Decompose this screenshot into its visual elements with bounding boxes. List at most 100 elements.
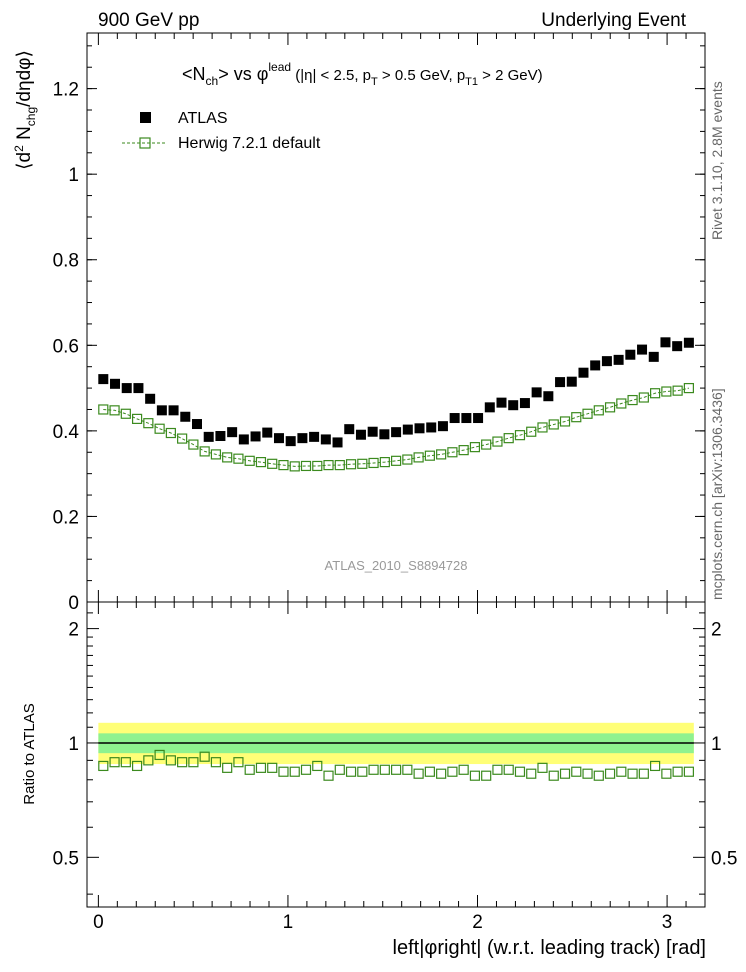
mc-point bbox=[289, 461, 300, 472]
ratio-y-tick-label-right: 1 bbox=[711, 734, 722, 755]
ratio-point bbox=[312, 760, 323, 772]
atlas-point bbox=[379, 429, 390, 440]
y-tick-label: 1.2 bbox=[53, 80, 79, 101]
atlas-point bbox=[262, 427, 273, 438]
atlas-point bbox=[473, 413, 484, 424]
mc-point bbox=[537, 422, 548, 433]
mc-point bbox=[526, 426, 537, 437]
ratio-point bbox=[267, 762, 278, 773]
mc-point bbox=[661, 386, 672, 397]
mc-point bbox=[503, 433, 514, 444]
title-T-sub: T bbox=[371, 76, 378, 88]
atlas-point bbox=[461, 413, 472, 424]
atlas-point bbox=[309, 431, 320, 442]
atlas-point bbox=[660, 337, 671, 348]
x-tick-label: 3 bbox=[662, 912, 673, 933]
ratio-point bbox=[402, 764, 413, 775]
mc-point bbox=[334, 459, 345, 471]
title-lead-sup: lead bbox=[268, 60, 291, 74]
atlas-point bbox=[496, 397, 507, 408]
mc-point bbox=[345, 459, 357, 470]
ratio-y-tick-label: 1 bbox=[68, 734, 79, 755]
atlas-point bbox=[683, 337, 694, 348]
ratio-point bbox=[379, 764, 390, 775]
title-cuts1: (|η| < 2.5, p bbox=[291, 67, 371, 84]
atlas-point bbox=[133, 383, 144, 394]
atlas-point bbox=[320, 434, 331, 445]
ratio-point bbox=[390, 764, 402, 775]
x-tick-label: 1 bbox=[283, 912, 294, 933]
mc-point bbox=[582, 408, 593, 419]
ratio-point bbox=[177, 757, 188, 768]
mc-point bbox=[98, 404, 109, 415]
atlas-point bbox=[672, 341, 683, 352]
title-T1-sub: T1 bbox=[465, 76, 478, 88]
legend-herwig-marker bbox=[139, 137, 151, 149]
ylabel-chg: chg bbox=[24, 107, 38, 126]
atlas-point bbox=[590, 360, 601, 371]
mc-point bbox=[604, 402, 616, 413]
ratio-point bbox=[548, 770, 559, 781]
atlas-point bbox=[227, 427, 238, 438]
atlas-point bbox=[156, 405, 167, 416]
atlas-point bbox=[648, 351, 659, 362]
mc-point bbox=[120, 408, 131, 419]
ratio-y-label: Ratio to ATLAS bbox=[21, 703, 38, 804]
atlas-point bbox=[215, 431, 226, 442]
ylabel-open: ⟨d bbox=[14, 152, 35, 170]
ratio-point bbox=[503, 764, 514, 775]
ratio-point bbox=[447, 766, 458, 777]
y-tick-label: 0.4 bbox=[53, 422, 80, 443]
atlas-point bbox=[238, 434, 249, 445]
ratio-point bbox=[638, 768, 649, 779]
mc-point bbox=[165, 427, 176, 439]
ratio-point bbox=[98, 760, 109, 772]
atlas-point bbox=[531, 387, 542, 398]
ratio-point bbox=[683, 766, 694, 777]
atlas-point bbox=[121, 383, 132, 394]
ratio-point bbox=[672, 766, 683, 777]
main-panel: 0 0.2 0.4 0.6 0.8 1 1.2 <Nch> vs φlead (|η| < … bbox=[12, 32, 706, 614]
mc-point bbox=[616, 398, 627, 409]
rivet-label: Rivet 3.1.10, 2.8M events bbox=[709, 81, 725, 240]
ratio-point bbox=[222, 762, 233, 773]
ratio-y-ticks: 0.5 0.5 1 1 2 2 bbox=[53, 612, 737, 895]
atlas-point bbox=[484, 402, 495, 413]
ratio-frame bbox=[86, 601, 706, 908]
mc-point bbox=[379, 457, 390, 468]
legend-atlas-marker bbox=[140, 112, 151, 123]
atlas-series bbox=[98, 337, 694, 448]
mc-point bbox=[548, 419, 559, 430]
mc-point bbox=[571, 412, 582, 423]
atlas-point bbox=[414, 423, 425, 434]
ratio-point bbox=[469, 770, 481, 781]
atlas-point bbox=[145, 393, 156, 404]
ratio-point bbox=[131, 760, 143, 772]
mc-point bbox=[143, 418, 154, 429]
legend-herwig-label: Herwig 7.2.1 default bbox=[178, 135, 321, 152]
atlas-point bbox=[508, 400, 519, 411]
x-axis-label: left|φright| (w.r.t. leading track) [rad… bbox=[393, 937, 706, 959]
atlas-point bbox=[449, 413, 460, 424]
main-x-ticks bbox=[97, 33, 687, 602]
legend-atlas-label: ATLAS bbox=[178, 110, 228, 127]
mc-point bbox=[199, 446, 210, 457]
ratio-point bbox=[278, 766, 289, 777]
mc-point bbox=[514, 430, 526, 441]
ratio-panel: 0.5 0.5 1 1 2 2 0 1 2 3 Ratio to ATLAS bbox=[21, 601, 737, 933]
mc-point bbox=[672, 385, 683, 396]
atlas-point bbox=[273, 433, 284, 444]
mc-point bbox=[131, 413, 143, 424]
ratio-point bbox=[492, 764, 503, 775]
ratio-point bbox=[345, 766, 357, 777]
mc-point bbox=[559, 416, 571, 427]
ratio-series bbox=[98, 749, 694, 781]
ratio-point bbox=[210, 757, 222, 768]
mc-point bbox=[638, 392, 649, 403]
x-tick-label: 0 bbox=[93, 912, 104, 933]
ratio-point bbox=[604, 768, 616, 779]
atlas-point bbox=[519, 398, 530, 409]
uncertainty-bands bbox=[98, 722, 694, 765]
mc-point bbox=[390, 455, 402, 466]
